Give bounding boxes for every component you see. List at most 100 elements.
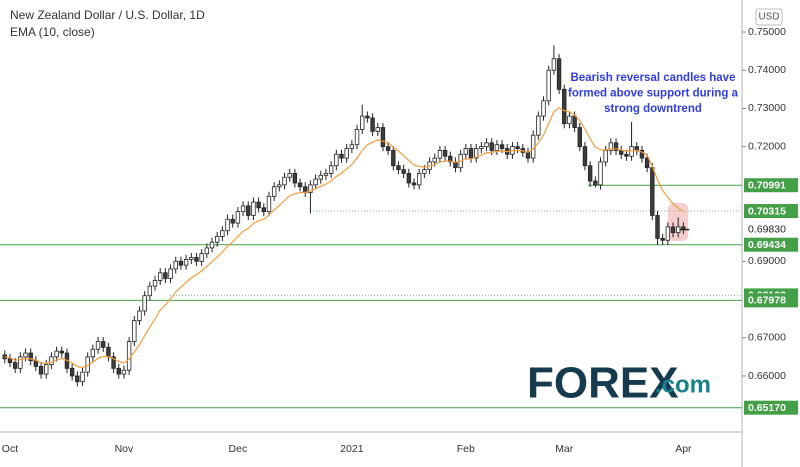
candle-body	[204, 247, 210, 255]
candle-body	[556, 58, 562, 90]
x-tick-label: Feb	[457, 443, 475, 455]
candle-body	[266, 195, 272, 213]
annotation: formed above support during a	[568, 88, 739, 100]
candle-body	[344, 148, 349, 159]
candle-body	[416, 173, 422, 186]
candle-body	[126, 341, 132, 371]
y-tick-label: 0.73000	[748, 102, 786, 114]
candle-body	[189, 257, 194, 260]
level-label-box	[744, 178, 798, 193]
candle-body	[137, 310, 142, 321]
candle-body	[116, 367, 121, 375]
candle-body	[69, 367, 75, 377]
candle-body	[121, 369, 127, 375]
candle-body	[199, 253, 204, 262]
candle-body	[23, 352, 28, 358]
candle-body	[370, 117, 375, 132]
candle-body	[323, 173, 329, 176]
candle-body	[95, 341, 101, 350]
candle-body	[432, 157, 437, 163]
candle-body	[489, 142, 494, 151]
candle-body	[603, 150, 608, 163]
candle-body	[401, 169, 406, 174]
logo-suffix: .com	[655, 371, 711, 398]
x-tick-label: Nov	[115, 443, 134, 455]
candle-body	[7, 358, 13, 363]
candle-body	[562, 88, 567, 125]
candle-body	[80, 371, 85, 383]
candle-body	[287, 173, 292, 178]
candle-body	[613, 142, 619, 151]
level-label: 0.70315	[748, 205, 786, 217]
candle-body	[308, 184, 313, 193]
annotation: Bearish reversal candles have	[571, 72, 736, 84]
candle-body	[214, 236, 220, 243]
candle-body	[660, 237, 665, 241]
level-label: 0.65170	[748, 402, 786, 414]
y-tick-label: 0.72000	[748, 140, 786, 152]
candle-body	[152, 280, 158, 287]
level-label-box	[744, 293, 798, 308]
level-label: 0.69434	[748, 239, 786, 251]
indicator-label: EMA (10, close)	[10, 25, 95, 39]
candle-body	[515, 146, 520, 149]
candle-body	[209, 241, 215, 249]
candle-body	[277, 184, 282, 188]
candle-body	[349, 144, 355, 149]
candle-body	[59, 350, 64, 354]
candle-body	[142, 295, 147, 312]
candle-body	[396, 165, 401, 170]
annotation: strong downtrend	[604, 103, 702, 115]
candle-body	[375, 127, 380, 132]
candle-body	[468, 148, 474, 159]
plot-area	[0, 45, 742, 409]
candle-body	[650, 167, 655, 216]
level-label: 0.67978	[748, 295, 786, 307]
x-tick-label: Mar	[555, 443, 574, 455]
candle-body	[220, 230, 225, 237]
candle-body	[49, 356, 54, 365]
candle-body	[380, 127, 386, 148]
candle-body	[624, 153, 629, 157]
candle-body	[194, 257, 199, 262]
candle-body	[639, 150, 645, 159]
candle-body	[163, 272, 168, 279]
candle-body	[271, 186, 277, 197]
candle-body	[494, 144, 500, 151]
candle-body	[499, 144, 505, 149]
candle-body	[479, 146, 484, 149]
x-tick-label: 2021	[340, 443, 364, 455]
candle-body	[365, 115, 370, 119]
candle-body	[670, 226, 676, 234]
candle-body	[328, 165, 334, 174]
candle-body	[473, 148, 479, 159]
candle-body	[157, 272, 163, 281]
candle-body	[577, 127, 582, 148]
level-label-box	[744, 237, 798, 252]
candle-body	[132, 320, 137, 342]
y-tick-label: 0.67000	[748, 332, 786, 344]
candle-body	[546, 69, 551, 102]
candle-body	[655, 215, 660, 239]
currency-box	[755, 8, 783, 26]
candle-body	[536, 115, 541, 136]
x-tick-label: Oct	[2, 443, 18, 455]
candle-body	[111, 356, 116, 369]
candle-body	[256, 201, 261, 209]
candle-body	[354, 129, 360, 146]
candle-body	[593, 180, 598, 186]
candle-body	[567, 115, 572, 125]
candle-body	[44, 364, 49, 375]
candle-body	[90, 348, 96, 358]
candle-body	[28, 352, 33, 362]
candle-body	[442, 150, 448, 157]
candle-body	[38, 366, 44, 375]
candle-body	[101, 341, 106, 348]
candle-body	[147, 285, 153, 297]
candle-body	[411, 182, 417, 186]
candle-body	[448, 155, 453, 163]
candle-body	[360, 115, 365, 130]
candle-body	[582, 146, 588, 167]
candle-body	[282, 176, 287, 186]
candle-body	[235, 211, 241, 224]
